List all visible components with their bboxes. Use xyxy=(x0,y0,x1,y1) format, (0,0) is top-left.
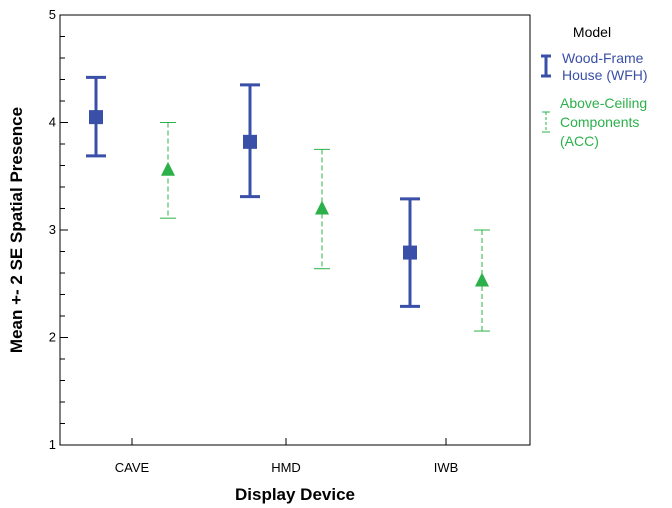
legend-acc-line-2: Components xyxy=(560,114,639,130)
error-bar-group xyxy=(474,229,490,332)
x-axis: CAVE HMD IWB xyxy=(115,438,459,475)
error-bar-group xyxy=(86,75,106,158)
error-bar-group xyxy=(400,197,420,308)
plot-area xyxy=(59,14,531,446)
legend-wfh-line-2: House (WFH) xyxy=(562,67,648,83)
y-tick-label: 3 xyxy=(49,222,56,237)
y-tick-label: 2 xyxy=(49,330,56,345)
legend-entry-acc: Above-Ceiling Components (ACC) xyxy=(542,95,647,149)
y-tick-label: 5 xyxy=(49,7,56,22)
x-tick-label: IWB xyxy=(434,460,459,475)
error-bar-group xyxy=(160,122,176,219)
x-axis-title: Display Device xyxy=(235,485,355,504)
x-tick-label: CAVE xyxy=(115,460,150,475)
mean-marker-triangle xyxy=(475,272,489,287)
legend-acc-line-1: Above-Ceiling xyxy=(560,95,647,111)
legend-wfh-line-1: Wood-Frame xyxy=(562,50,644,66)
legend-entry-wfh: Wood-Frame House (WFH) xyxy=(541,50,648,83)
y-tick-label: 1 xyxy=(49,437,56,452)
legend-acc-line-3: (ACC) xyxy=(560,133,599,149)
y-axis: 1 2 3 4 5 xyxy=(49,7,68,452)
y-axis-title: Mean +- 2 SE Spatial Presence xyxy=(7,107,26,353)
mean-marker-triangle xyxy=(161,161,175,176)
legend: Model Wood-Frame House (WFH) Above-Ceili… xyxy=(541,24,648,149)
mean-marker-triangle xyxy=(315,200,329,215)
error-bar-group xyxy=(314,148,330,270)
mean-marker-square xyxy=(403,245,417,260)
legend-title: Model xyxy=(573,24,611,40)
data-marks xyxy=(86,75,490,332)
mean-marker-square xyxy=(89,110,103,125)
mean-marker-square xyxy=(243,134,257,149)
error-bar-group xyxy=(240,83,260,199)
x-tick-label: HMD xyxy=(271,460,301,475)
y-tick-label: 4 xyxy=(49,115,56,130)
